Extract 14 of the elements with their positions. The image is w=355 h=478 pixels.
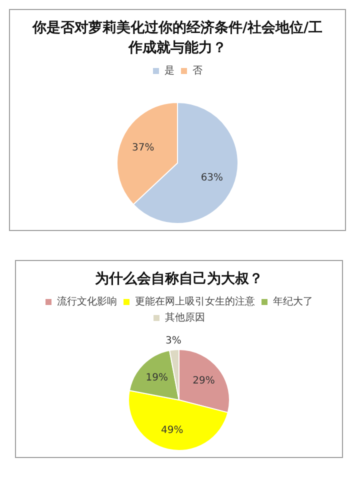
chart-title: 为什么会自称自己为大叔？	[94, 270, 264, 289]
data-label: 63%	[200, 172, 224, 184]
legend-label: 更能在网上吸引女生的注意	[135, 296, 255, 308]
data-label: 19%	[146, 372, 168, 384]
legend-label: 是	[164, 66, 174, 77]
legend-label: 否	[192, 66, 202, 77]
legend-label: 流行文化影响	[57, 296, 117, 308]
data-label: 29%	[192, 375, 215, 386]
data-label: 37%	[132, 142, 154, 154]
chart-title: 你是否对萝莉美化过你的经济条件/社会地位/工作成就与能力？	[31, 18, 324, 58]
legend-label: 其他原因	[165, 312, 205, 324]
data-label: 3%	[165, 335, 182, 346]
legend-label: 年纪大了	[273, 296, 313, 308]
data-label: 49%	[161, 425, 184, 436]
